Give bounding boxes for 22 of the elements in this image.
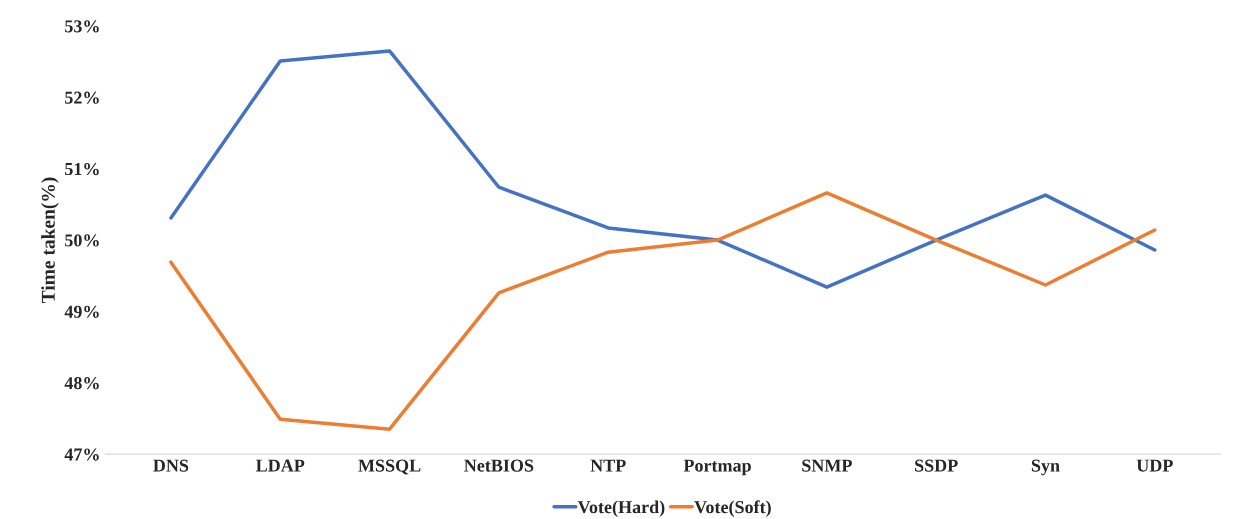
x-tick-label: NTP [590, 459, 626, 472]
y-axis-title: Time taken(%) [41, 177, 59, 304]
y-tick-label: 53% [65, 20, 99, 33]
x-tick-label: Syn [1031, 459, 1060, 476]
line-series [169, 49, 1157, 289]
y-tick-label: 52% [65, 91, 99, 104]
x-tick-label: NetBIOS [464, 459, 534, 472]
y-tick-label: 47% [64, 448, 99, 461]
y-tick-label: 49% [64, 305, 99, 318]
x-tick-label: MSSQL [358, 459, 421, 475]
x-tick-label: Portmap [683, 459, 751, 476]
line-series [169, 191, 1157, 431]
x-tick-label: DNS [153, 459, 189, 472]
x-tick-label: UDP [1136, 459, 1173, 472]
x-tick-label: SSDP [915, 459, 958, 472]
y-tick-label: 51% [65, 162, 99, 176]
legend-label: Vote(Soft) [694, 500, 771, 517]
x-tick-label: LDAP [255, 459, 305, 472]
x-tick-label: SNMP [802, 459, 852, 472]
y-tick-label: 50% [65, 234, 99, 247]
legend-label: Vote(Hard) [577, 500, 665, 517]
y-tick-label: 48% [64, 377, 99, 390]
